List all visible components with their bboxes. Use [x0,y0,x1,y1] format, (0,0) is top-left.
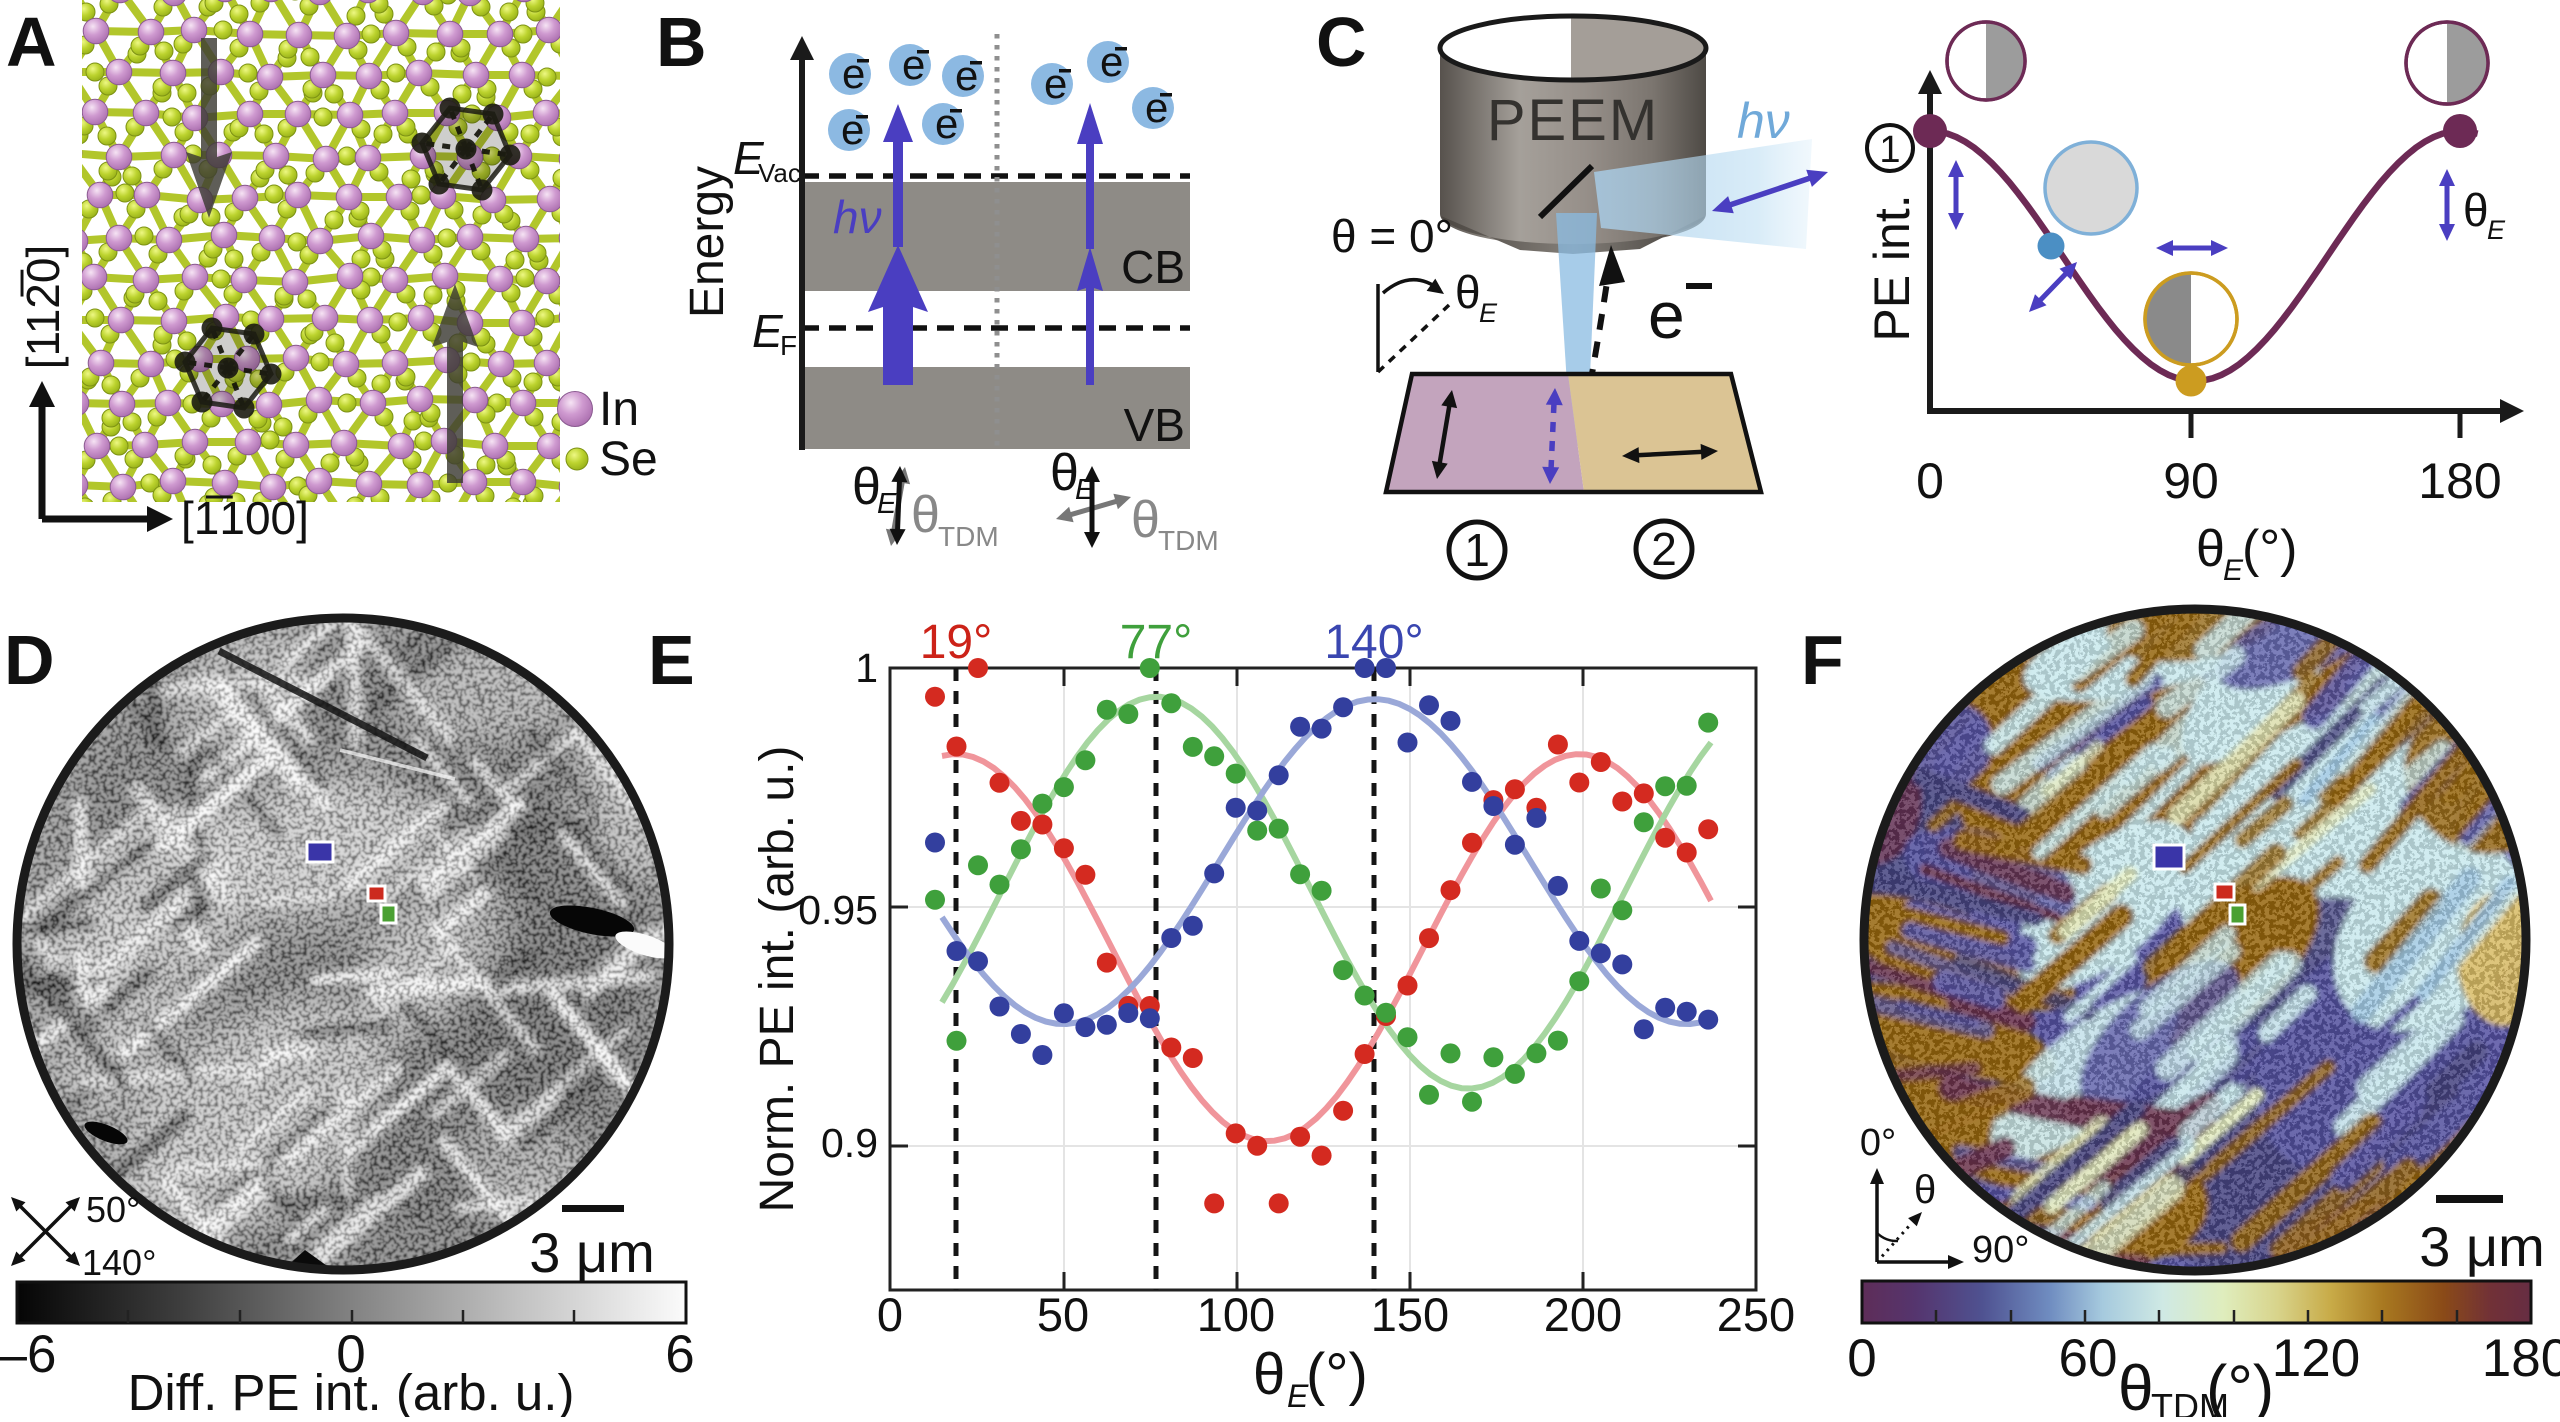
svg-text:3 μm: 3 μm [529,1221,655,1284]
svg-text:e: e [902,41,925,88]
svg-text:120: 120 [2272,1329,2360,1388]
svg-text:E: E [1479,298,1498,328]
svg-text:θ: θ [1253,1342,1285,1407]
svg-text:hν: hν [833,191,882,243]
svg-text:200: 200 [1544,1288,1622,1341]
svg-text:140°: 140° [1324,616,1423,669]
svg-text:Diff. PE int. (arb. u.): Diff. PE int. (arb. u.) [128,1364,575,1417]
svg-text:60: 60 [2059,1329,2118,1388]
svg-text:100: 100 [1197,1288,1275,1341]
svg-text:e: e [935,100,958,147]
svg-text:θ: θ [2196,520,2225,578]
svg-text:θ: θ [1914,1168,1936,1212]
svg-text:θ: θ [911,486,940,544]
svg-text:VB: VB [1124,399,1185,451]
svg-text:–6: –6 [0,1325,56,1384]
svg-text:180: 180 [2482,1329,2560,1388]
svg-text:E: E [2487,215,2506,245]
svg-text:[112̅0]: [112̅0] [17,245,69,369]
svg-text:e: e [1044,60,1067,107]
svg-text:F: F [780,330,797,361]
svg-text:e: e [842,50,865,97]
svg-text:0: 0 [877,1288,903,1341]
svg-text:e: e [1648,278,1685,352]
svg-text:0.9: 0.9 [821,1120,878,1166]
svg-text:e: e [1100,38,1123,85]
svg-text:E: E [877,488,897,520]
svg-text:θ: θ [852,458,881,516]
svg-text:19°: 19° [920,616,993,669]
svg-text:50°: 50° [86,1189,140,1230]
svg-text:B: B [656,3,707,81]
svg-text:CB: CB [1121,241,1185,293]
svg-text:90°: 90° [1972,1229,2029,1271]
svg-text:θ: θ [1455,266,1481,318]
svg-text:C: C [1316,3,1367,81]
svg-text:77°: 77° [1120,616,1193,669]
svg-text:0: 0 [1847,1329,1876,1388]
svg-text:PEEM: PEEM [1487,88,1659,153]
svg-text:In: In [599,383,639,436]
svg-text:θ: θ [1050,444,1079,502]
svg-text:A: A [6,3,57,81]
svg-text:Norm. PE int. (arb. u.): Norm. PE int. (arb. u.) [751,746,804,1213]
svg-text:E: E [2223,554,2244,587]
svg-text:0.95: 0.95 [798,887,878,933]
svg-text:(°): (°) [2206,1352,2274,1417]
svg-text:θ: θ [1131,491,1160,549]
svg-text:θ: θ [2463,184,2489,236]
svg-text:[1̅100]: [1̅100] [181,492,309,544]
svg-text:TDM: TDM [1158,525,1219,556]
svg-text:Energy: Energy [681,166,734,318]
svg-text:0°: 0° [1860,1122,1896,1164]
svg-text:D: D [4,621,55,699]
svg-text:1: 1 [1879,129,1900,171]
svg-text:PE int.: PE int. [1864,194,1920,341]
svg-text:2: 2 [1651,523,1677,575]
svg-text:hν: hν [1737,93,1790,149]
svg-text:150: 150 [1371,1288,1449,1341]
svg-text:E: E [648,621,695,699]
svg-text:TDM: TDM [2151,1386,2229,1417]
svg-text:50: 50 [1037,1288,1089,1341]
svg-text:e: e [841,106,864,153]
svg-text:0: 0 [336,1325,365,1384]
svg-text:e: e [1145,84,1168,131]
svg-text:1: 1 [1464,524,1490,576]
svg-text:180: 180 [2418,453,2501,509]
svg-text:6: 6 [665,1325,694,1384]
svg-text:θ = 0°: θ = 0° [1331,210,1453,262]
svg-text:F: F [1801,621,1844,699]
svg-text:θ: θ [2118,1352,2154,1417]
svg-text:140°: 140° [82,1242,156,1283]
svg-text:90: 90 [2163,453,2219,509]
svg-text:250: 250 [1717,1288,1795,1341]
svg-text:Vac: Vac [758,158,801,188]
svg-text:E: E [752,305,784,357]
svg-text:0: 0 [1916,453,1944,509]
svg-text:(°): (°) [1306,1342,1368,1407]
svg-text:(°): (°) [2242,520,2297,578]
svg-text:3 μm: 3 μm [2419,1215,2545,1278]
svg-text:Se: Se [599,433,658,486]
svg-text:E: E [1287,1378,1309,1414]
svg-text:TDM: TDM [938,521,999,552]
svg-text:1: 1 [855,645,878,691]
svg-text:E: E [733,132,765,184]
svg-text:e: e [955,52,978,99]
